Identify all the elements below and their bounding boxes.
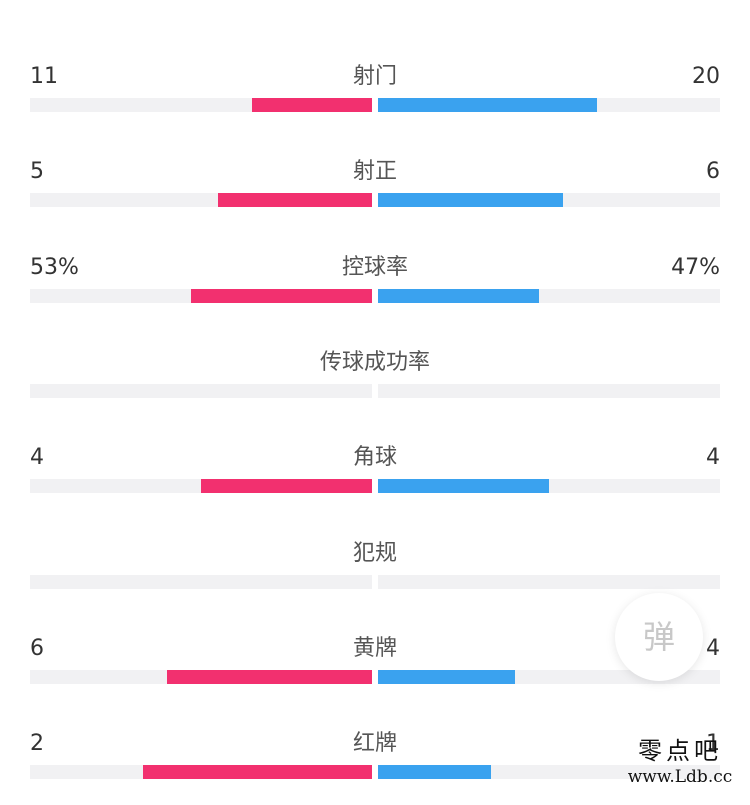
home-bar-track: [30, 384, 372, 398]
home-value: 11: [30, 64, 58, 89]
watermark-line1: 零点吧: [638, 737, 722, 765]
home-value: 53%: [30, 255, 79, 280]
stat-label: 黄牌: [352, 636, 397, 661]
watermark: 零点吧 www.Ldb.cc: [616, 736, 744, 788]
home-bar-fill: [218, 193, 372, 207]
away-bar-track: [378, 384, 720, 398]
stat-label: 射门: [352, 64, 397, 89]
away-bar-fill: [378, 765, 491, 779]
danmu-button-label: 弹: [642, 618, 675, 656]
away-bar-track: [378, 479, 720, 493]
stat-row: 53% 控球率 47%: [0, 249, 750, 329]
home-bar-fill: [201, 479, 372, 493]
away-bar-track: [378, 765, 720, 779]
home-bar-fill: [191, 289, 372, 303]
away-bar-track: [378, 98, 720, 112]
stat-label: 角球: [352, 445, 397, 470]
home-bar-track: [30, 765, 372, 779]
away-bar-fill: [378, 670, 515, 684]
stat-row: 传球成功率: [0, 344, 750, 424]
home-value: 5: [30, 159, 44, 184]
away-value: 4: [706, 445, 720, 470]
home-bar-track: [30, 575, 372, 589]
home-value: 6: [30, 636, 44, 661]
away-bar-fill: [378, 193, 563, 207]
away-bar-track: [378, 289, 720, 303]
stat-label: 传球成功率: [319, 350, 430, 375]
away-bar-fill: [378, 289, 539, 303]
away-bar-track: [378, 575, 720, 589]
home-bar-track: [30, 289, 372, 303]
home-bar-fill: [167, 670, 372, 684]
stat-row: 11 射门 20: [0, 58, 750, 138]
home-value: 4: [30, 445, 44, 470]
stat-label: 犯规: [352, 541, 397, 566]
away-value: 20: [692, 64, 720, 89]
stat-row: 犯规: [0, 535, 750, 615]
stat-label: 射正: [352, 159, 397, 184]
home-bar-track: [30, 98, 372, 112]
home-bar-fill: [252, 98, 372, 112]
stat-label: 控球率: [341, 255, 408, 280]
home-bar-fill: [143, 765, 372, 779]
away-value: 1: [706, 731, 720, 756]
stat-label: 红牌: [352, 731, 397, 756]
danmu-button[interactable]: 弹: [615, 593, 703, 681]
home-bar-track: [30, 670, 372, 684]
away-bar-track: [378, 193, 720, 207]
home-bar-track: [30, 193, 372, 207]
away-value: 4: [706, 636, 720, 661]
away-value: 47%: [671, 255, 720, 280]
stat-row: 4 角球 4: [0, 439, 750, 519]
watermark-line2: www.Ldb.cc: [627, 767, 733, 787]
away-bar-fill: [378, 479, 549, 493]
away-value: 6: [706, 159, 720, 184]
home-value: 2: [30, 731, 44, 756]
away-bar-fill: [378, 98, 597, 112]
home-bar-track: [30, 479, 372, 493]
stat-row: 6 黄牌 4: [0, 630, 750, 710]
stat-row: 2 红牌 1: [0, 725, 750, 805]
stat-row: 5 射正 6: [0, 153, 750, 233]
